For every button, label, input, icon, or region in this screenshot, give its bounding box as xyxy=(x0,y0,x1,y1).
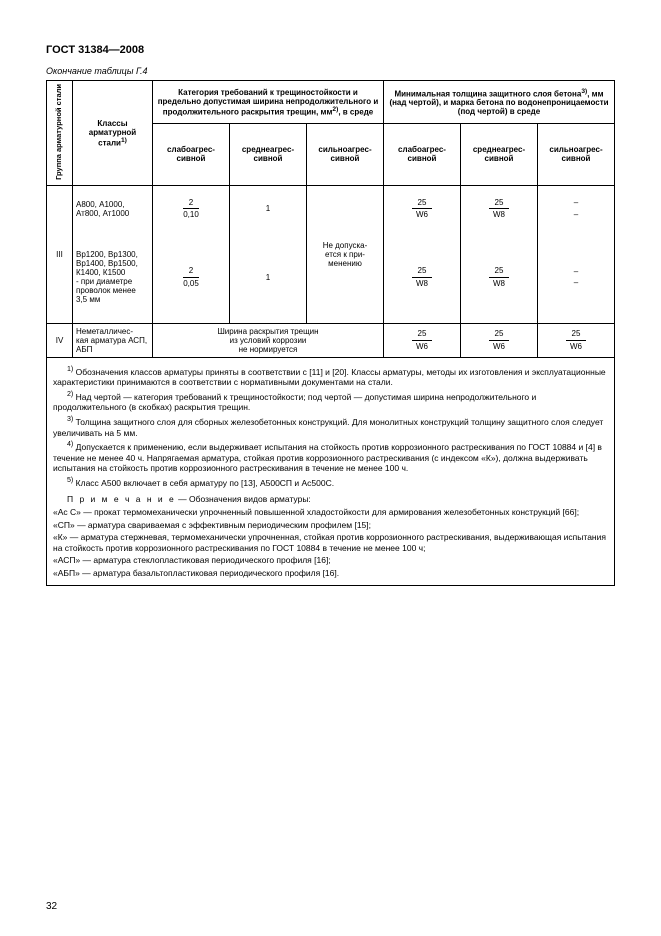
table-g4: Группа арматурной стали Классы арматурно… xyxy=(46,80,615,586)
hdr-high1: сильноагрес- сивной xyxy=(307,123,384,185)
cell-classes-4: Неметалличес- кая арматура АСП, АБП xyxy=(73,323,153,357)
cell-d2-4: 25W6 xyxy=(461,323,538,357)
cell-d2-3b: 25W8 xyxy=(461,232,538,324)
hdr-crack: Категория требований к трещиностойкости … xyxy=(153,81,384,124)
cell-d3-3a: –– xyxy=(538,185,615,232)
cell-c1-3a: 20,10 xyxy=(153,185,230,232)
hdr-low1: слабоагрес- сивной xyxy=(153,123,230,185)
table-notes: 1) Обозначения классов арматуры приняты … xyxy=(47,357,615,585)
cell-classes-3a: А800, А1000, Ат800, Ат1000 xyxy=(73,185,153,232)
cell-c3-3: Не допуска- ется к при- менению xyxy=(307,185,384,323)
hdr-low2: слабоагрес- сивной xyxy=(384,123,461,185)
hdr-mid1: среднеагрес- сивной xyxy=(230,123,307,185)
cell-d1-3b: 25W8 xyxy=(384,232,461,324)
table-caption: Окончание таблицы Г.4 xyxy=(46,66,615,76)
page-number: 32 xyxy=(46,901,57,912)
cell-c1-3b: 20,05 xyxy=(153,232,230,324)
hdr-mid2: среднеагрес- сивной xyxy=(461,123,538,185)
page: ГОСТ 31384—2008 Окончание таблицы Г.4 Гр… xyxy=(0,0,661,936)
cell-c2-3a: 1 xyxy=(230,185,307,232)
hdr-high2: сильноагрес- сивной xyxy=(538,123,615,185)
hdr-cover: Минимальная толщина защитного слоя бетон… xyxy=(384,81,615,124)
cell-group-4: IV xyxy=(47,323,73,357)
cell-d3-3b: –– xyxy=(538,232,615,324)
cell-d1-4: 25W6 xyxy=(384,323,461,357)
hdr-group: Группа арматурной стали xyxy=(47,81,73,186)
cell-group-3: III xyxy=(47,185,73,323)
hdr-classes: Классы арматурной стали1) xyxy=(73,81,153,186)
cell-text-4: Ширина раскрытия трещин из условий корро… xyxy=(153,323,384,357)
cell-classes-3b: Вр1200, Вр1300, Вр1400, Вр1500, К1400, К… xyxy=(73,232,153,324)
cell-d3-4: 25W6 xyxy=(538,323,615,357)
cell-d2-3a: 25W8 xyxy=(461,185,538,232)
cell-d1-3a: 25W6 xyxy=(384,185,461,232)
cell-c2-3b: 1 xyxy=(230,232,307,324)
standard-title: ГОСТ 31384—2008 xyxy=(46,44,615,56)
